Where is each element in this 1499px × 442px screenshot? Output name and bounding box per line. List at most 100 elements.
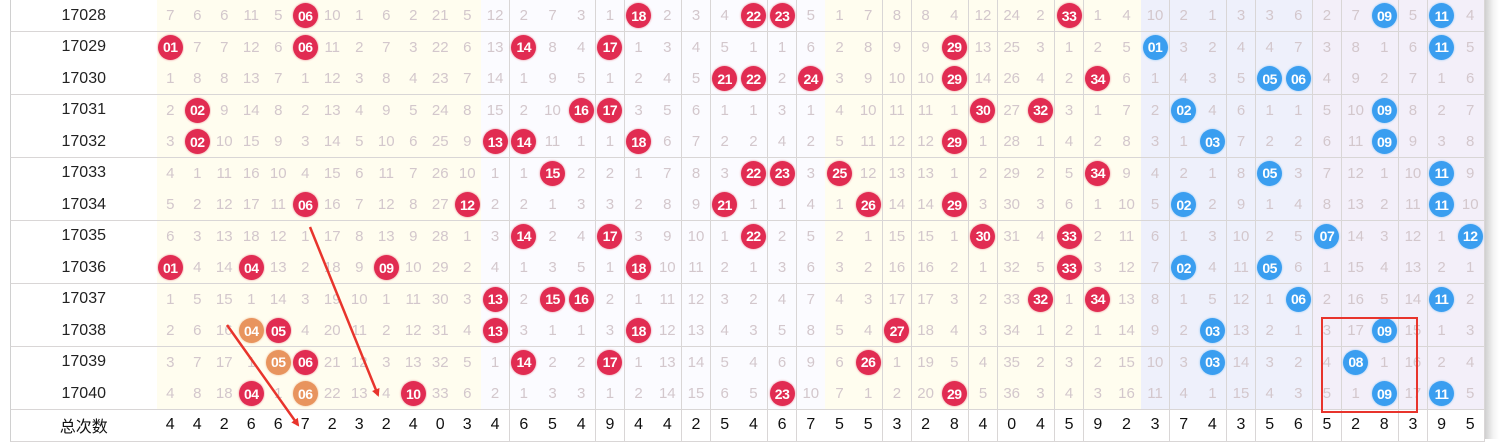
red-total-cell: 3 [882,409,912,442]
miss-count: 5 [1322,385,1332,402]
miss-count: 31 [431,322,449,339]
red-zone-cell: 6 [400,126,428,158]
red-total-cell: 6 [768,409,798,442]
miss-count: 4 [409,70,418,87]
total-count: 7 [1179,416,1189,433]
miss-count: 4 [720,7,729,24]
red-zone-cell: 2 [825,220,855,253]
red-zone-cell: 2 [624,378,654,410]
miss-count: 7 [548,7,557,24]
blue-zone-cell: 1 [1427,63,1457,95]
red-ball: 17 [597,34,623,60]
red-zone-cell: 3 [292,126,320,158]
red-zone-cell: 8 [184,378,212,410]
red-zone-cell: 5 [265,0,293,32]
red-zone-cell: 11 [854,126,884,158]
miss-count: 4 [1322,353,1332,371]
miss-count: 1 [864,227,873,245]
miss-count: 7 [355,196,364,213]
red-zone-cell: 1 [1083,189,1113,221]
red-zone-cell: 14 [238,94,266,127]
red-zone-cell: 11 [538,126,568,158]
blue-zone-cell: 11 [1427,31,1457,64]
miss-count: 2 [166,322,175,339]
total-count: 5 [720,416,730,433]
red-zone-cell: 16 [567,283,597,316]
miss-count: 7 [1294,38,1303,56]
red-zone-cell: 5 [796,220,826,253]
red-zone-cell: 1 [184,157,212,190]
miss-count: 1 [1294,322,1303,339]
red-zone-cell: 06 [292,346,320,379]
red-zone-cell: 6 [768,346,798,379]
miss-count: 8 [806,322,815,339]
miss-count: 1 [1150,70,1160,87]
miss-count: 22 [431,38,449,56]
red-zone-cell: 1 [157,63,185,95]
miss-count: 6 [835,353,844,371]
miss-count: 5 [409,101,418,119]
miss-count: 10 [859,101,877,119]
red-zone-cell: 3 [854,283,884,316]
red-zone-cell: 14 [319,126,347,158]
total-count: 2 [1122,416,1131,433]
red-zone-cell: 11 [265,189,293,221]
miss-count: 8 [1351,38,1360,56]
blue-zone-cell: 4 [1284,189,1314,221]
blue-zone-cell: 6 [1284,0,1314,32]
red-zone-cell: 2 [739,126,769,158]
red-total-cell: 2 [911,409,941,442]
miss-count: 4 [950,7,959,24]
miss-count: 6 [1294,7,1303,24]
red-zone-cell: 2 [940,252,970,284]
miss-count: 1 [166,290,175,308]
period-cell: 17029 [10,31,158,64]
red-zone-cell: 3 [710,157,740,190]
miss-count: 10 [1404,164,1422,182]
red-zone-cell: 1 [940,220,970,253]
miss-count: 21 [323,353,341,371]
miss-count: 19 [917,353,934,371]
miss-count: 4 [1236,38,1246,56]
blue-zone-cell: 3 [1255,0,1285,32]
total-count: 6 [1293,416,1303,433]
miss-count: 3 [577,196,586,213]
miss-count: 2 [577,164,586,182]
red-zone-cell: 5 [681,63,712,95]
blue-zone-cell: 3 [1198,220,1228,253]
blue-zone-cell: 8 [1341,31,1371,64]
red-zone-cell: 11 [882,94,912,127]
blue-zone-cell: 2 [1141,94,1171,127]
red-zone-cell: 16 [319,189,347,221]
red-zone-cell: 23 [768,157,798,190]
miss-count: 4 [864,322,873,339]
miss-count: 2 [1036,353,1045,371]
red-zone-cell: 3 [346,63,374,95]
miss-count: 2 [1064,70,1074,87]
red-zone-cell: 06 [292,31,320,64]
miss-count: 11 [1147,385,1163,402]
miss-count: 5 [1466,385,1475,402]
red-zone-cell: 2 [595,157,625,190]
blue-ball: 09 [1371,381,1397,406]
miss-count: 16 [323,196,341,213]
red-zone-cell: 14 [265,283,293,316]
red-zone-cell: 12 [373,189,401,221]
blue-zone-cell: 4 [1255,378,1285,410]
red-zone-cell: 12 [319,63,347,95]
red-zone-cell: 9 [346,252,374,284]
red-zone-cell: 8 [211,63,239,95]
miss-count: 1 [577,322,586,339]
period-label: 17029 [61,38,107,55]
red-zone-cell: 01 [157,252,185,284]
red-ball: 15 [539,160,565,186]
red-ball: 14 [511,34,537,60]
red-zone-cell: 25 [825,157,855,190]
red-zone-cell: 4 [346,94,374,127]
red-zone-cell: 3 [624,94,654,127]
red-zone-cell: 24 [796,63,826,95]
red-total-cell: 9 [595,409,625,442]
red-zone-cell: 4 [854,315,884,347]
miss-count: 25 [431,133,449,150]
blue-zone-cell: 08 [1341,346,1371,379]
